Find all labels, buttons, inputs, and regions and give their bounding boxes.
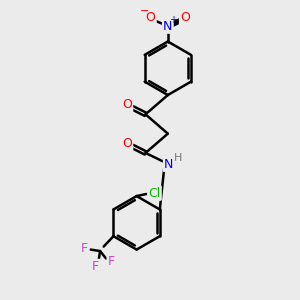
Text: N: N — [163, 20, 172, 33]
Text: O: O — [146, 11, 155, 24]
Text: H: H — [174, 153, 182, 163]
Text: O: O — [122, 137, 132, 150]
Text: +: + — [169, 14, 177, 25]
Text: O: O — [180, 11, 190, 24]
Text: F: F — [92, 260, 99, 273]
Text: F: F — [108, 255, 115, 268]
Text: O: O — [122, 98, 132, 111]
Text: F: F — [81, 242, 88, 255]
Text: −: − — [140, 6, 149, 16]
Text: N: N — [164, 158, 173, 171]
Text: Cl: Cl — [148, 187, 160, 200]
